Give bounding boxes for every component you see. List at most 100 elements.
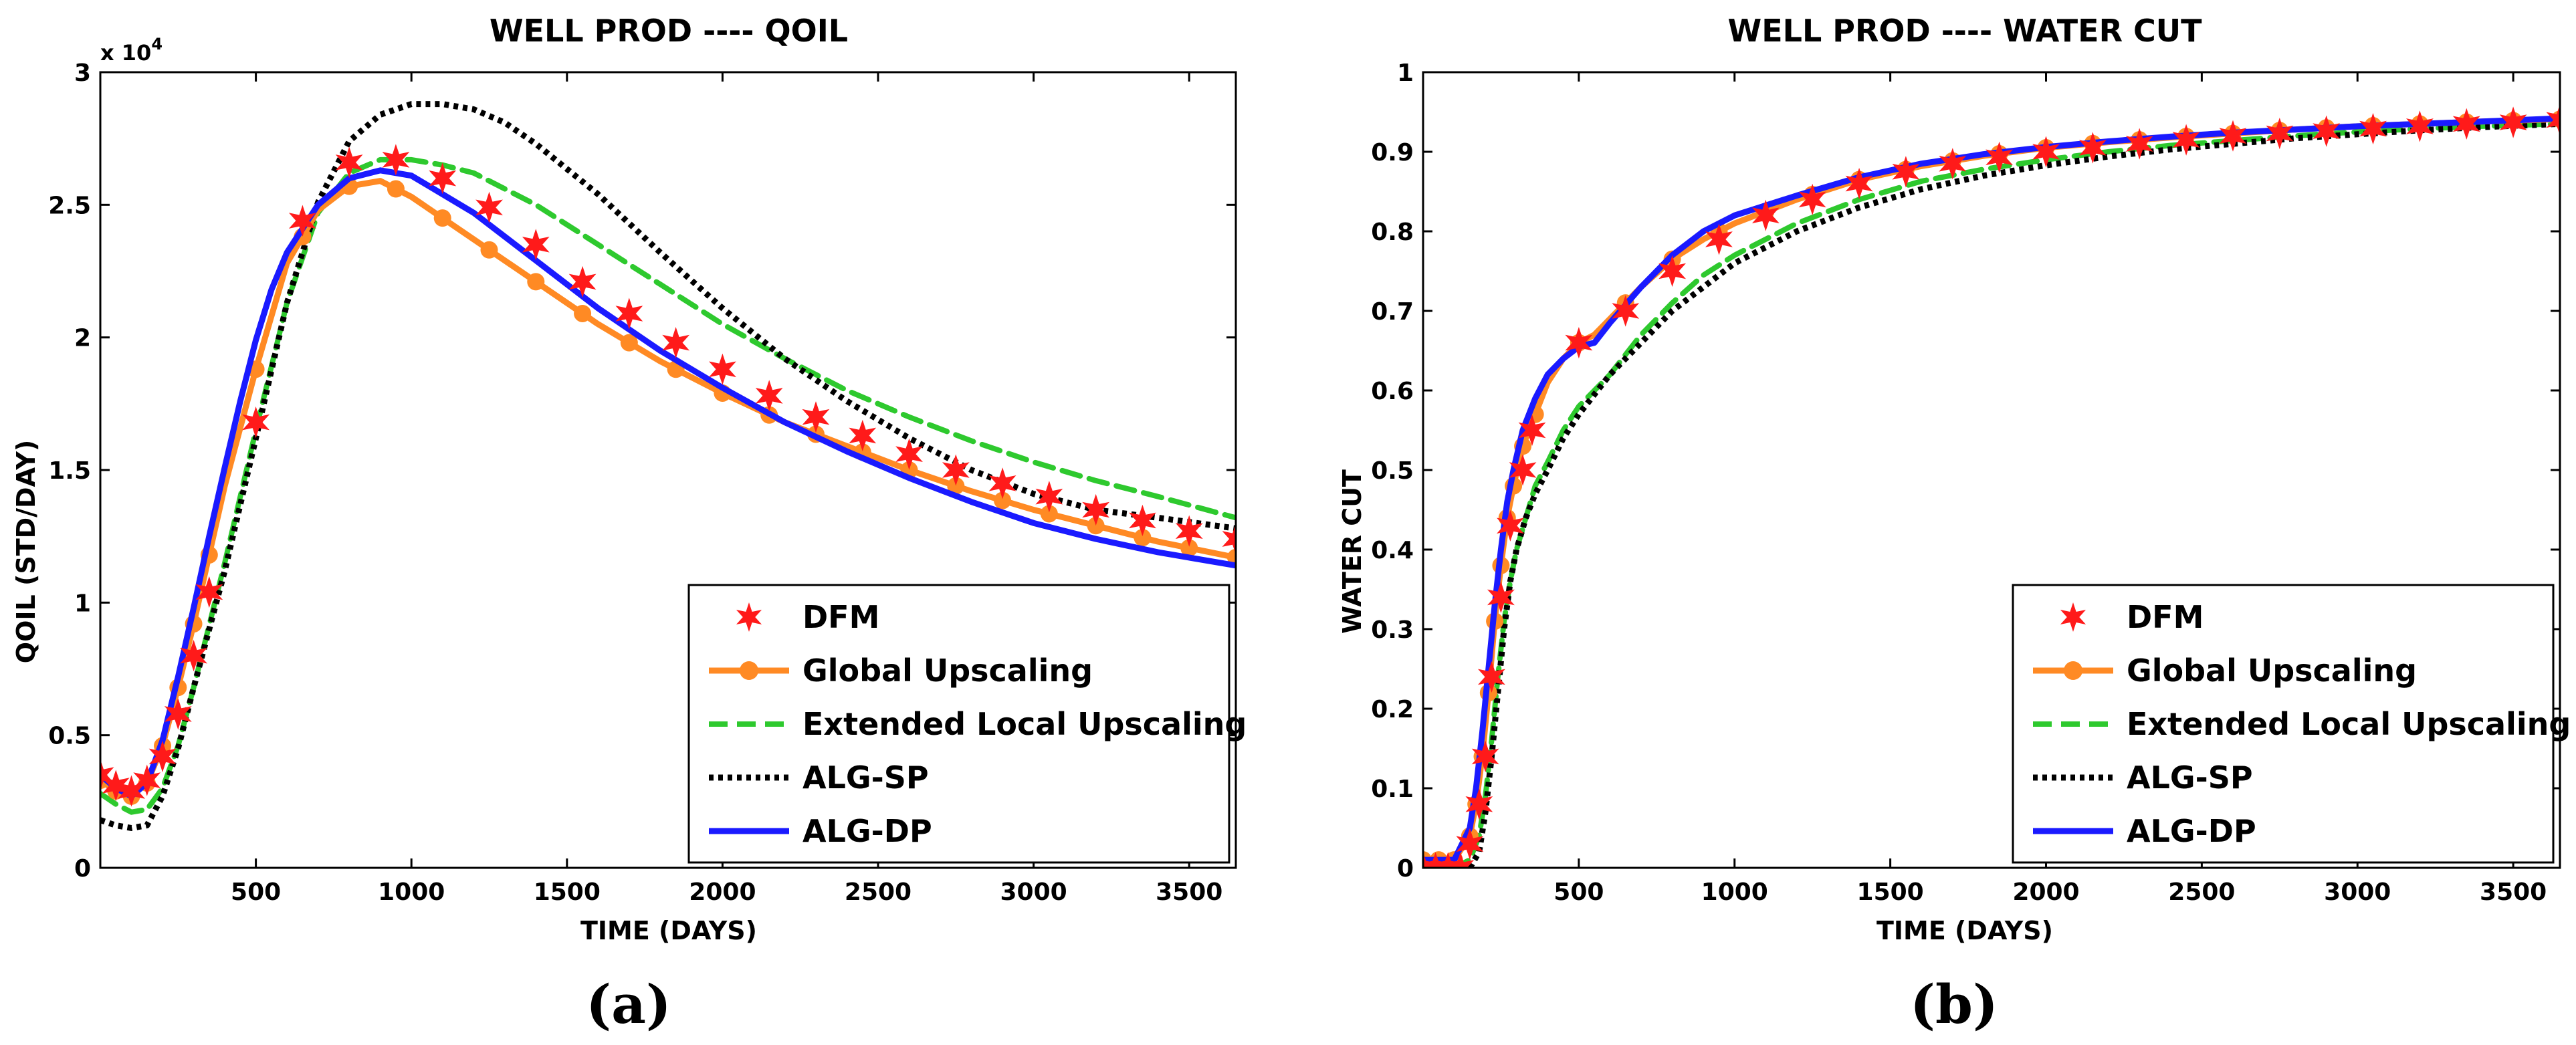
dfm-star-marker [100, 759, 114, 791]
dfm-star-marker [1471, 740, 1499, 772]
series-line-alg-dp [100, 167, 1236, 800]
dfm-star-marker [662, 327, 690, 359]
dfm-star-marker [942, 454, 970, 486]
dfm-star-marker [102, 770, 130, 802]
dfm-star-marker [288, 205, 316, 237]
dfm-star-marker [1082, 493, 1110, 526]
global-upscaling-marker [1180, 539, 1198, 557]
dfm-star-marker [1497, 509, 1524, 542]
y-tick-label: 0.2 [1371, 696, 1414, 723]
y-tick-label: 0 [74, 855, 91, 883]
global-upscaling-marker [1087, 517, 1105, 535]
panel-a-xlabel: TIME (DAYS) [580, 916, 757, 945]
panel-b-title: WELL PROD ---- WATER CUT [1727, 13, 2202, 49]
dfm-star-marker [2219, 120, 2247, 152]
panel-b-ylabel: WATER CUT [1337, 469, 1367, 634]
series-group [100, 101, 1236, 831]
panel-b-plot: 500 1000 1500 2000 2500 3000 3500 0 0.1 0.2 0.3 0.4… [1371, 60, 2571, 906]
panel-a-title: WELL PROD ---- QOIL [490, 13, 848, 49]
dfm-star-marker [615, 298, 643, 330]
legend-swatch-dot [740, 661, 758, 680]
dfm-star-marker [2406, 110, 2434, 142]
series-group [1423, 104, 2560, 868]
dfm-star-marker [2499, 106, 2527, 138]
dfm-star-marker [522, 229, 550, 261]
y-tick-label: 2 [74, 325, 91, 352]
dfm-star-marker [1939, 148, 1967, 180]
axes-frame [99, 71, 1237, 869]
global-upscaling-marker [480, 241, 498, 259]
dfm-star-marker [1612, 295, 1640, 327]
y-tick-label: 2.5 [48, 192, 91, 219]
x-tick-label: 1500 [534, 879, 601, 906]
dfm-star-marker [1565, 326, 1593, 359]
dfm-star-marker [1845, 168, 1873, 200]
y-tick-label: 3 [74, 60, 91, 87]
legend-label: DFM [802, 599, 879, 635]
dfm-star-marker [164, 698, 192, 730]
panel-b-xlabel: TIME (DAYS) [1876, 916, 2053, 945]
dfm-star-marker [988, 467, 1016, 499]
global-upscaling-marker [574, 304, 592, 322]
global-upscaling-marker [387, 180, 405, 198]
legend-label: DFM [2127, 599, 2204, 635]
dfm-star-marker [1465, 788, 1493, 820]
dfm-star-marker [2359, 112, 2387, 145]
panel-b-subfig-label: (b) [1910, 973, 1998, 1036]
y-tick-label: 0.8 [1371, 219, 1414, 246]
legend: DFM Global Upscaling Extended Local Upscal… [2012, 584, 2571, 864]
dfm-star-marker [1446, 852, 1475, 868]
global-upscaling-marker [1040, 505, 1058, 523]
dfm-star-marker [2546, 104, 2560, 136]
y-tick-label: 0.9 [1371, 139, 1414, 166]
legend-swatch-dfm [2060, 602, 2086, 632]
global-upscaling-marker [527, 273, 545, 291]
dfm-star-marker [1035, 481, 1063, 513]
dfm-star-marker [1222, 523, 1236, 555]
legend-label: Global Upscaling [802, 653, 1093, 689]
dfm-star-marker [1985, 141, 2014, 173]
dfm-star-marker [849, 419, 877, 451]
dfm-star-marker [1487, 581, 1515, 613]
legend-label: Extended Local Upscaling [2127, 706, 2571, 742]
dfm-star-marker [1658, 255, 1687, 287]
y-tick-label: 0.6 [1371, 378, 1414, 405]
dfm-star-marker [1456, 828, 1484, 860]
dfm-star-marker [2266, 117, 2294, 150]
x-tick-label: 3000 [2324, 879, 2391, 906]
x-tick-label: 1000 [1701, 879, 1768, 906]
global-upscaling-marker [1134, 529, 1152, 547]
dfm-star-marker [1175, 515, 1203, 547]
series-line-alg-sp [100, 101, 1236, 831]
dfm-star-marker [709, 353, 736, 385]
y-tick-label: 0.5 [1371, 457, 1414, 485]
y-tick-label: 1 [74, 590, 91, 617]
dfm-star-marker [382, 144, 410, 176]
x-tick-label: 3000 [1000, 879, 1067, 906]
x-tick-label: 1500 [1857, 879, 1924, 906]
panel-a-subfig-label: (a) [586, 973, 671, 1036]
y-tick-label: 1.5 [48, 457, 91, 485]
x-tick-label: 1000 [378, 879, 445, 906]
y-tick-label: 1 [1397, 60, 1414, 87]
dfm-star-marker [2313, 115, 2341, 147]
global-upscaling-marker [433, 209, 451, 227]
legend-swatch-dfm [736, 602, 762, 632]
y-tick-label: 0.4 [1371, 537, 1414, 564]
dfm-star-marker [2452, 108, 2480, 140]
dfm-star-marker [755, 380, 783, 412]
panel-a-plot: 500 1000 1500 2000 2500 3000 3500 0 0.5 1 1.5 2 2.5 3… [48, 60, 1247, 906]
dfm-star-marker [1892, 156, 1920, 188]
dfm-star-marker [180, 640, 207, 672]
y-tick-label: 0.7 [1371, 298, 1414, 326]
axes-frame [1422, 71, 2561, 869]
series-line-extended-local-upscaling [100, 156, 1236, 815]
dfm-star-marker [475, 191, 503, 223]
x-tick-label: 3500 [2480, 879, 2547, 906]
x-tick-label: 2500 [845, 879, 911, 906]
dfm-star-marker [895, 438, 923, 470]
global-upscaling-marker [994, 491, 1012, 509]
panel-a-scale-label: x 104 [100, 35, 163, 66]
dfm-star-marker [1751, 199, 1780, 231]
